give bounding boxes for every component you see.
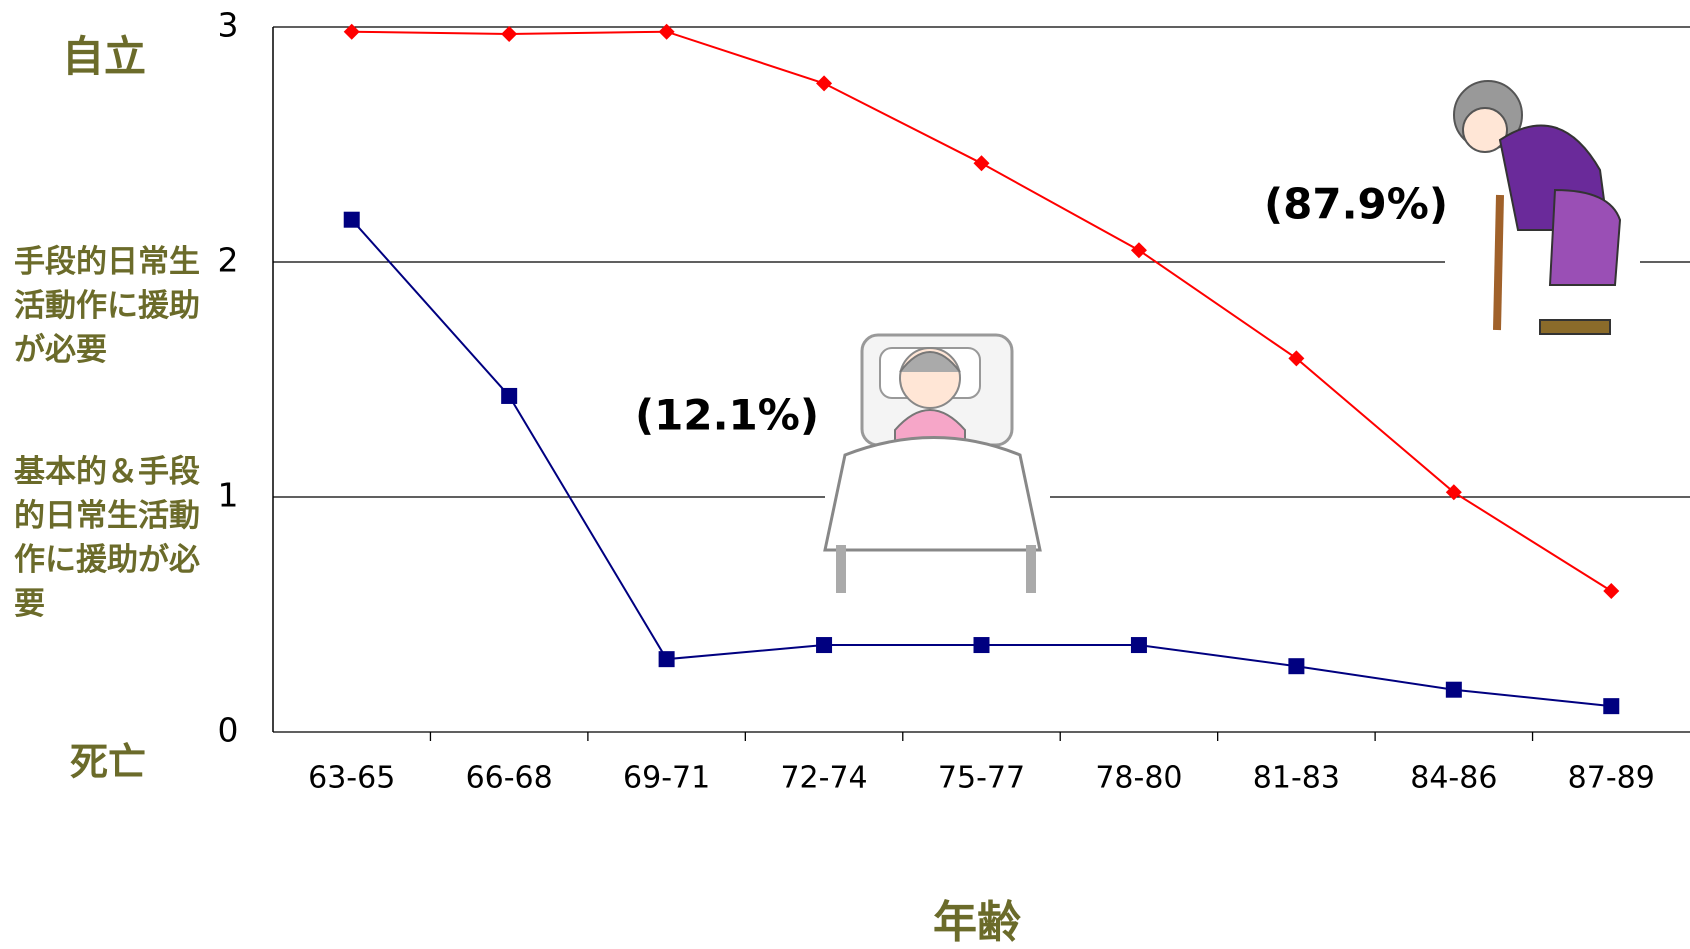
- y-tick-label: 1: [218, 476, 239, 515]
- page: 0 1 2 3 63-65 66-68 69-71 72-74 75-77 78-80 81-83 8…: [0, 0, 1690, 949]
- point: [816, 75, 832, 91]
- annotation: (12.1%): [635, 391, 819, 440]
- x-tick-label: 84-86: [1410, 761, 1497, 796]
- point: [974, 155, 990, 171]
- level-label: 基本的＆手段的日常生活動作に援助が必要: [14, 450, 209, 626]
- point: [1131, 242, 1147, 258]
- point: [974, 637, 990, 653]
- point: [1603, 698, 1619, 714]
- chart: 0 1 2 3 63-65 66-68 69-71 72-74 75-77 78-80 81-83 8…: [0, 0, 1690, 949]
- x-tick-label: 87-89: [1568, 761, 1655, 796]
- y-tick-label: 2: [218, 241, 239, 280]
- point: [1131, 637, 1147, 653]
- point: [659, 651, 675, 667]
- point: [344, 212, 360, 228]
- y-tick-label: 3: [218, 6, 239, 45]
- level-label: 自立: [62, 35, 182, 79]
- point: [501, 26, 517, 42]
- x-tick-label: 75-77: [938, 761, 1025, 796]
- x-tick-label: 78-80: [1095, 761, 1182, 796]
- annotation: (87.9%): [1264, 180, 1448, 229]
- point: [1288, 658, 1304, 674]
- point: [1603, 583, 1619, 599]
- x-tick-label: 66-68: [466, 761, 553, 796]
- x-tick-label: 63-65: [308, 761, 395, 796]
- point: [1446, 682, 1462, 698]
- x-tick-label: 81-83: [1253, 761, 1340, 796]
- x-tick-label: 72-74: [780, 761, 867, 796]
- point: [659, 24, 675, 40]
- level-label: 手段的日常生活動作に援助が必要: [14, 240, 209, 372]
- illustrations: [825, 75, 1640, 600]
- level-label: 死亡: [70, 740, 190, 784]
- x-axis-label: 年齢: [933, 897, 1021, 948]
- point: [344, 24, 360, 40]
- point: [501, 388, 517, 404]
- x-tick-label: 69-71: [623, 761, 710, 796]
- point: [816, 637, 832, 653]
- y-tick-label: 0: [218, 711, 239, 750]
